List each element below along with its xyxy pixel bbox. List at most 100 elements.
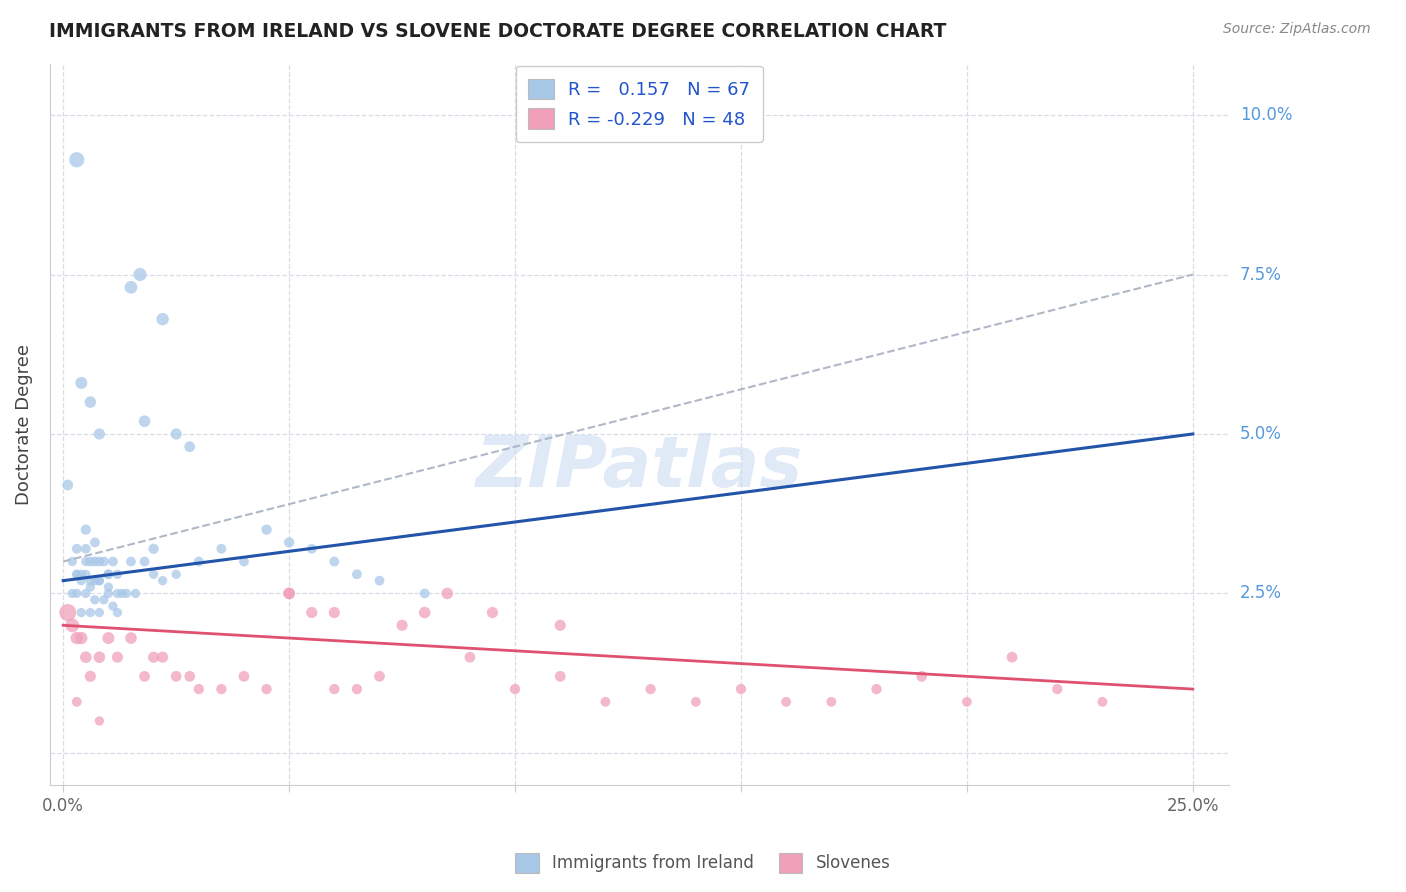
Text: 5.0%: 5.0%: [1240, 425, 1282, 443]
Point: [89, 606, 111, 620]
Point: [120, 555, 142, 569]
Point: [75, 650, 97, 665]
Point: [70, 567, 93, 582]
Point: [595, 695, 617, 709]
Point: [93, 592, 115, 607]
Point: [70, 606, 93, 620]
Point: [209, 682, 232, 697]
Point: [56, 478, 79, 492]
Point: [79, 574, 101, 588]
Point: [301, 541, 323, 556]
Point: [60, 618, 83, 632]
Point: [75, 541, 97, 556]
Point: [134, 555, 156, 569]
Point: [66, 695, 89, 709]
Point: [142, 567, 165, 582]
Point: [278, 586, 301, 600]
Point: [233, 555, 256, 569]
Point: [89, 574, 111, 588]
Point: [79, 555, 101, 569]
Point: [413, 586, 436, 600]
Point: [89, 650, 111, 665]
Point: [83, 574, 105, 588]
Point: [111, 586, 134, 600]
Point: [60, 555, 83, 569]
Point: [323, 555, 346, 569]
Text: IMMIGRANTS FROM IRELAND VS SLOVENE DOCTORATE DEGREE CORRELATION CHART: IMMIGRANTS FROM IRELAND VS SLOVENE DOCTO…: [49, 22, 946, 41]
Point: [93, 555, 115, 569]
Point: [89, 555, 111, 569]
Point: [1001, 650, 1024, 665]
Point: [323, 682, 346, 697]
Text: 10.0%: 10.0%: [1240, 106, 1292, 124]
Point: [685, 695, 707, 709]
Point: [124, 586, 146, 600]
Point: [70, 574, 93, 588]
Point: [278, 586, 301, 600]
Point: [134, 669, 156, 683]
Text: Source: ZipAtlas.com: Source: ZipAtlas.com: [1223, 22, 1371, 37]
Point: [413, 606, 436, 620]
Point: [1091, 695, 1114, 709]
Point: [75, 555, 97, 569]
Point: [346, 682, 368, 697]
Point: [66, 631, 89, 645]
Point: [79, 669, 101, 683]
Point: [179, 440, 201, 454]
Point: [142, 650, 165, 665]
Point: [97, 631, 120, 645]
Point: [391, 618, 413, 632]
Legend: R =   0.157   N = 67, R = -0.229   N = 48: R = 0.157 N = 67, R = -0.229 N = 48: [516, 66, 763, 142]
Legend: Immigrants from Ireland, Slovenes: Immigrants from Ireland, Slovenes: [509, 847, 897, 880]
Point: [107, 606, 129, 620]
Point: [83, 592, 105, 607]
Point: [165, 669, 187, 683]
Point: [89, 427, 111, 442]
Point: [101, 599, 124, 614]
Point: [120, 280, 142, 294]
Point: [79, 580, 101, 594]
Point: [115, 586, 138, 600]
Point: [89, 714, 111, 728]
Point: [70, 376, 93, 390]
Point: [120, 631, 142, 645]
Point: [278, 535, 301, 549]
Point: [66, 541, 89, 556]
Point: [730, 682, 752, 697]
Text: 2.5%: 2.5%: [1240, 584, 1282, 602]
Point: [165, 427, 187, 442]
Point: [134, 414, 156, 428]
Point: [66, 586, 89, 600]
Point: [165, 567, 187, 582]
Point: [256, 523, 278, 537]
Point: [66, 567, 89, 582]
Point: [503, 682, 526, 697]
Point: [60, 586, 83, 600]
Point: [1046, 682, 1069, 697]
Point: [323, 606, 346, 620]
Point: [436, 586, 458, 600]
Point: [83, 555, 105, 569]
Point: [56, 606, 79, 620]
Point: [820, 695, 842, 709]
Text: ZIPatlas: ZIPatlas: [475, 434, 803, 502]
Y-axis label: Doctorate Degree: Doctorate Degree: [15, 344, 32, 505]
Point: [97, 586, 120, 600]
Point: [640, 682, 662, 697]
Point: [458, 650, 481, 665]
Point: [97, 567, 120, 582]
Point: [101, 555, 124, 569]
Point: [548, 669, 571, 683]
Point: [142, 541, 165, 556]
Point: [97, 580, 120, 594]
Point: [97, 567, 120, 582]
Point: [79, 395, 101, 409]
Point: [75, 586, 97, 600]
Point: [79, 606, 101, 620]
Point: [89, 574, 111, 588]
Point: [911, 669, 934, 683]
Point: [107, 650, 129, 665]
Point: [368, 669, 391, 683]
Point: [209, 541, 232, 556]
Point: [775, 695, 797, 709]
